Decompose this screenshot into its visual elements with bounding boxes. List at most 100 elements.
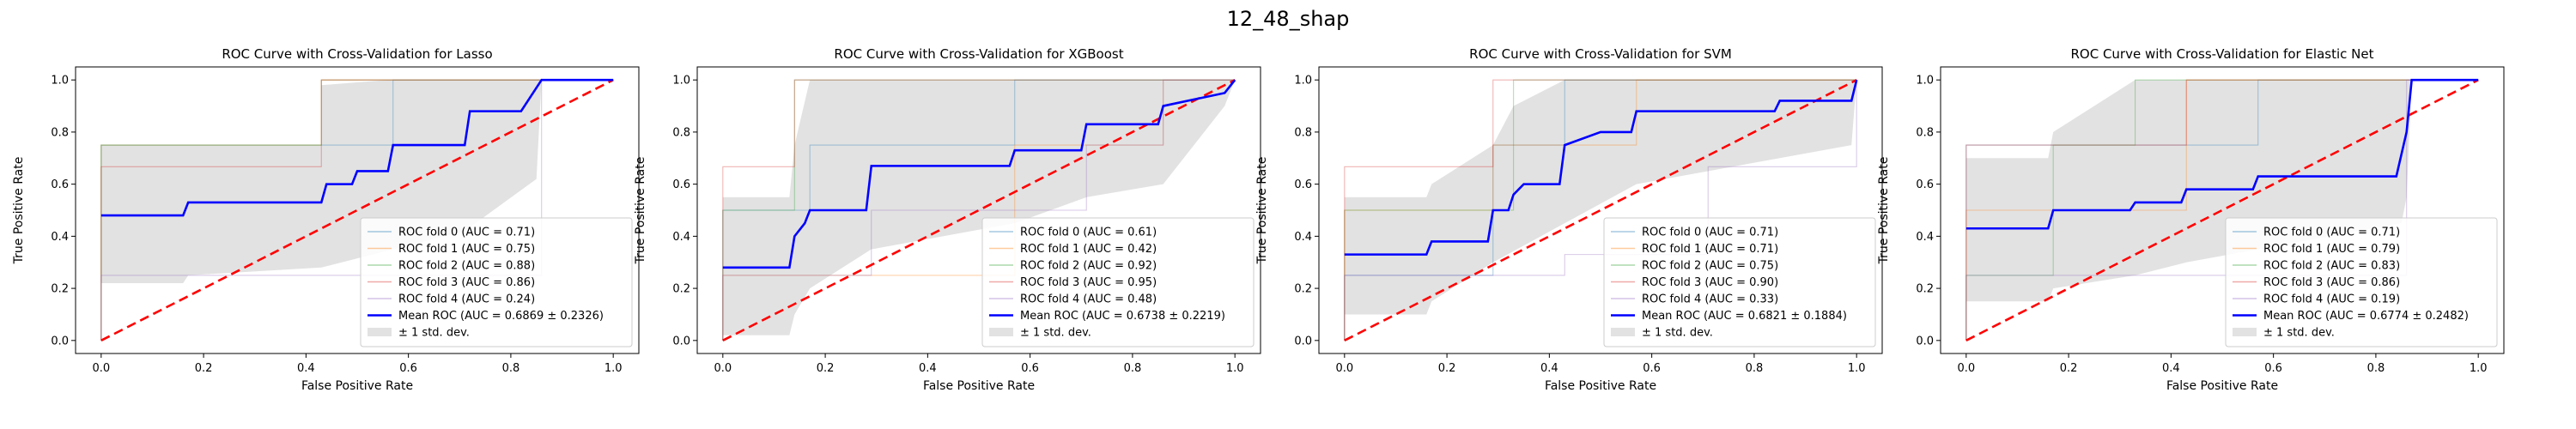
roc-fold-3-line bbox=[100, 79, 614, 341]
x-tick-label: 0.0 bbox=[1957, 362, 1975, 375]
legend-std-label: ± 1 std. dev. bbox=[1020, 327, 1091, 340]
x-tick-label: 0.8 bbox=[2367, 362, 2385, 375]
y-tick-label: 0.6 bbox=[672, 178, 690, 191]
y-tick-label: 0.8 bbox=[1294, 126, 1312, 139]
x-tick-label: 0.2 bbox=[1438, 362, 1456, 375]
legend-fold-label: ROC fold 2 (AUC = 0.83) bbox=[2263, 260, 2400, 273]
x-tick-label: 0.0 bbox=[714, 362, 732, 375]
legend-box bbox=[2225, 217, 2498, 347]
y-tick-label: 0.2 bbox=[1294, 283, 1312, 296]
y-tick-label: 0.8 bbox=[1916, 126, 1934, 139]
mean-roc-line bbox=[1344, 79, 1858, 256]
y-tick-label: 0.6 bbox=[1916, 178, 1934, 191]
legend-std-label: ± 1 std. dev. bbox=[1642, 327, 1713, 340]
roc-panel: ROC Curve with Cross-Validation for Elas… bbox=[1877, 46, 2505, 393]
legend-box bbox=[981, 217, 1255, 347]
legend-fold-label: ROC fold 3 (AUC = 0.86) bbox=[2263, 276, 2400, 289]
x-tick-label: 0.0 bbox=[1335, 362, 1353, 375]
y-tick-label: 0.0 bbox=[1294, 335, 1312, 347]
y-tick-label: 0.6 bbox=[51, 178, 69, 191]
x-tick-label: 0.4 bbox=[2162, 362, 2180, 375]
x-tick-label: 0.6 bbox=[1643, 362, 1661, 375]
x-tick-label: 0.2 bbox=[817, 362, 835, 375]
y-tick-label: 1.0 bbox=[1916, 75, 1934, 88]
legend-fold-label: ROC fold 3 (AUC = 0.90) bbox=[1642, 276, 1778, 289]
x-tick-label: 1.0 bbox=[2470, 362, 2488, 375]
chart-title: ROC Curve with Cross-Validation for Elas… bbox=[2070, 46, 2373, 62]
legend-fold-label: ROC fold 3 (AUC = 0.86) bbox=[398, 276, 535, 289]
y-tick-label: 0.4 bbox=[1294, 231, 1312, 244]
x-tick-label: 0.2 bbox=[2060, 362, 2078, 375]
roc-fold-0-line bbox=[1344, 79, 1857, 341]
x-tick-label: 0.6 bbox=[399, 362, 417, 375]
x-tick-label: 0.0 bbox=[92, 362, 110, 375]
roc-fold-4-line bbox=[722, 79, 1236, 341]
legend-mean-label: Mean ROC (AUC = 0.6869 ± 0.2326) bbox=[398, 310, 604, 323]
roc-panel: ROC Curve with Cross-Validation for Lass… bbox=[12, 46, 640, 393]
chart-title: ROC Curve with Cross-Validation for Lass… bbox=[222, 46, 492, 62]
x-axis-label: False Positive Rate bbox=[2166, 379, 2278, 393]
y-tick-label: 0.8 bbox=[672, 126, 690, 139]
legend-fold-label: ROC fold 1 (AUC = 0.71) bbox=[1642, 243, 1778, 256]
y-tick-label: 0.6 bbox=[1294, 178, 1312, 191]
std-band bbox=[100, 80, 614, 284]
chance-line bbox=[1344, 79, 1857, 341]
legend-std-swatch bbox=[368, 328, 392, 336]
legend-mean-label: Mean ROC (AUC = 0.6821 ± 0.1884) bbox=[1642, 310, 1847, 323]
plot-frame bbox=[1940, 66, 2505, 354]
y-axis-label: True Positive Rate bbox=[634, 157, 647, 265]
legend-std-label: ± 1 std. dev. bbox=[398, 327, 470, 340]
x-tick-label: 0.8 bbox=[502, 362, 520, 375]
roc-panel: ROC Curve with Cross-Validation for XGBo… bbox=[634, 46, 1261, 393]
roc-fold-1-line bbox=[1965, 79, 2479, 341]
figure-suptitle: 12_48_shap bbox=[1227, 7, 1350, 31]
legend-fold-label: ROC fold 2 (AUC = 0.92) bbox=[1020, 260, 1157, 273]
legend-fold-label: ROC fold 2 (AUC = 0.75) bbox=[1642, 260, 1778, 273]
y-tick-label: 0.4 bbox=[672, 231, 690, 244]
roc-fold-3-line bbox=[1965, 79, 2479, 341]
y-tick-label: 1.0 bbox=[1294, 75, 1312, 88]
roc-fold-1-line bbox=[722, 79, 1236, 341]
plot-frame bbox=[75, 66, 640, 354]
roc-fold-1-line bbox=[1344, 79, 1857, 341]
legend-mean-label: Mean ROC (AUC = 0.6738 ± 0.2219) bbox=[1020, 310, 1225, 323]
x-tick-label: 0.4 bbox=[297, 362, 315, 375]
y-axis-label: True Positive Rate bbox=[12, 157, 26, 265]
y-tick-label: 0.0 bbox=[1916, 335, 1934, 347]
roc-fold-0-line bbox=[1965, 79, 2479, 341]
legend-mean-label: Mean ROC (AUC = 0.6774 ± 0.2482) bbox=[2263, 310, 2469, 323]
x-tick-label: 0.6 bbox=[2264, 362, 2282, 375]
x-tick-label: 0.6 bbox=[1021, 362, 1039, 375]
x-tick-label: 0.8 bbox=[1124, 362, 1142, 375]
y-tick-label: 0.2 bbox=[1916, 283, 1934, 296]
legend-fold-label: ROC fold 0 (AUC = 0.71) bbox=[2263, 227, 2400, 239]
roc-fold-2-line bbox=[1965, 79, 2479, 341]
mean-roc-line bbox=[722, 79, 1236, 269]
y-tick-label: 0.0 bbox=[51, 335, 69, 347]
x-tick-label: 0.8 bbox=[1746, 362, 1764, 375]
mean-roc-line bbox=[1965, 78, 2479, 230]
roc-fold-3-line bbox=[1344, 79, 1857, 341]
y-tick-label: 0.0 bbox=[672, 335, 690, 347]
roc-fold-1-line bbox=[100, 79, 614, 341]
std-band bbox=[722, 80, 1236, 335]
legend-fold-label: ROC fold 0 (AUC = 0.71) bbox=[1642, 227, 1778, 239]
plot-frame bbox=[1318, 66, 1883, 354]
x-tick-label: 1.0 bbox=[605, 362, 623, 375]
legend-box bbox=[360, 217, 633, 347]
chart-title: ROC Curve with Cross-Validation for XGBo… bbox=[834, 46, 1123, 62]
legend-std-swatch bbox=[2233, 328, 2257, 336]
roc-fold-2-line bbox=[100, 79, 614, 341]
x-tick-label: 0.4 bbox=[1540, 362, 1558, 375]
plot-frame bbox=[696, 66, 1261, 354]
chance-line bbox=[1965, 79, 2479, 341]
legend-fold-label: ROC fold 2 (AUC = 0.88) bbox=[398, 260, 535, 273]
legend-fold-label: ROC fold 1 (AUC = 0.79) bbox=[2263, 243, 2400, 256]
x-tick-label: 0.2 bbox=[195, 362, 213, 375]
roc-fold-0-line bbox=[722, 79, 1236, 341]
std-band bbox=[1965, 80, 2479, 302]
roc-fold-3-line bbox=[722, 79, 1236, 341]
legend-fold-label: ROC fold 4 (AUC = 0.24) bbox=[398, 293, 535, 306]
roc-panel: ROC Curve with Cross-Validation for SVM 0… bbox=[1255, 46, 1883, 393]
